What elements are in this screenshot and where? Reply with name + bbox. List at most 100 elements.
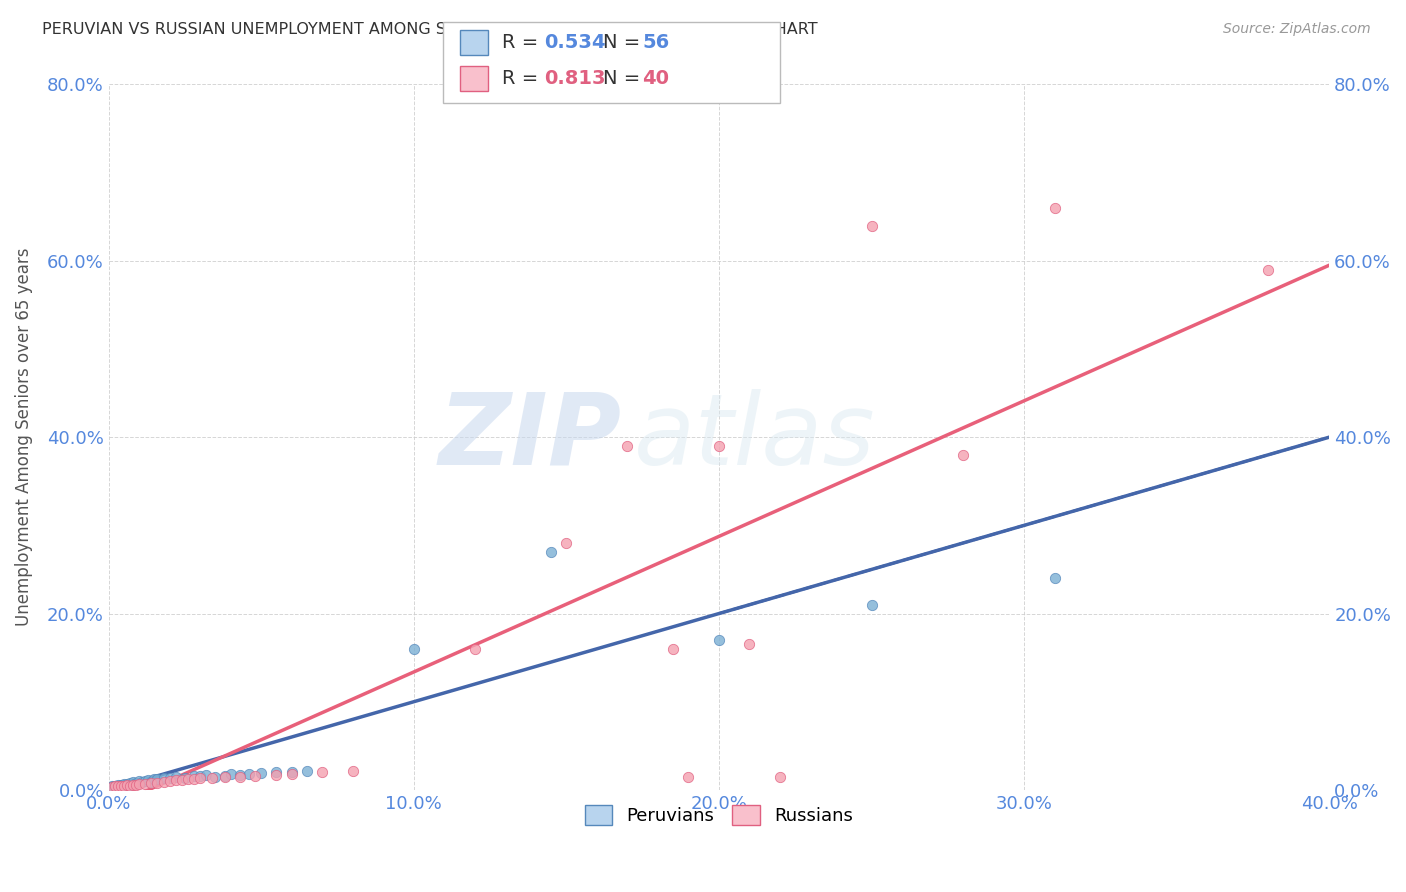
Point [112, 780, 135, 795]
Point [152, 775, 174, 789]
Point [115, 778, 138, 792]
Point [204, 770, 226, 784]
Point [112, 779, 135, 793]
Point [100, 780, 122, 795]
Text: ZIP: ZIP [439, 389, 621, 485]
Point [280, 765, 302, 780]
Text: N =: N = [603, 33, 647, 53]
Text: Source: ZipAtlas.com: Source: ZipAtlas.com [1223, 22, 1371, 37]
Point [952, 448, 974, 462]
Point [1257, 262, 1279, 277]
Point [118, 779, 141, 793]
Point [1043, 201, 1066, 215]
Text: PERUVIAN VS RUSSIAN UNEMPLOYMENT AMONG SENIORS OVER 65 YEARS CORRELATION CHART: PERUVIAN VS RUSSIAN UNEMPLOYMENT AMONG S… [42, 22, 818, 37]
Point [266, 768, 288, 782]
Point [201, 771, 224, 785]
Point [112, 780, 135, 794]
Point [229, 770, 252, 784]
Point [188, 769, 211, 783]
Point [125, 778, 148, 792]
Point [112, 779, 135, 793]
Point [141, 776, 163, 790]
Point [250, 766, 273, 780]
Point [125, 776, 148, 790]
Point [165, 773, 187, 788]
Point [214, 769, 236, 783]
Text: R =: R = [502, 69, 544, 88]
Point [118, 778, 141, 792]
Point [110, 778, 132, 792]
Point [104, 779, 127, 793]
Point [195, 768, 218, 782]
Point [100, 780, 122, 794]
Point [707, 439, 730, 453]
Y-axis label: Unemployment Among Seniors over 65 years: Unemployment Among Seniors over 65 years [15, 248, 32, 626]
Point [280, 767, 302, 781]
Point [174, 771, 197, 785]
Point [118, 776, 141, 790]
Text: atlas: atlas [634, 389, 875, 485]
Text: 56: 56 [643, 33, 669, 53]
Point [112, 778, 135, 792]
Point [131, 775, 153, 789]
Point [540, 545, 562, 559]
Point [707, 632, 730, 647]
Point [243, 769, 266, 783]
Point [159, 772, 181, 786]
Point [107, 780, 129, 795]
Point [159, 774, 181, 789]
Point [183, 772, 205, 787]
Point [769, 770, 792, 784]
Point [112, 777, 135, 791]
Point [122, 777, 145, 791]
Point [128, 777, 150, 791]
Point [170, 773, 193, 788]
Point [678, 770, 700, 784]
Point [107, 780, 129, 794]
Point [134, 774, 156, 789]
Point [122, 775, 145, 789]
Point [616, 439, 638, 453]
Point [110, 779, 132, 793]
Point [104, 780, 127, 794]
Point [122, 778, 145, 792]
Point [311, 765, 333, 780]
Point [738, 637, 761, 651]
Point [214, 770, 236, 784]
Point [402, 641, 425, 656]
Point [115, 778, 138, 792]
Point [860, 598, 883, 612]
Point [177, 772, 200, 787]
Text: 0.813: 0.813 [544, 69, 606, 88]
Point [141, 775, 163, 789]
Point [115, 777, 138, 791]
Point [146, 776, 169, 790]
Point [136, 773, 159, 788]
Point [146, 772, 169, 787]
Point [115, 779, 138, 793]
Point [188, 772, 211, 786]
Point [134, 777, 156, 791]
Point [555, 536, 578, 550]
Point [100, 780, 122, 795]
Point [165, 770, 187, 784]
Point [100, 780, 122, 795]
Text: 40: 40 [643, 69, 669, 88]
Legend: Peruvians, Russians: Peruvians, Russians [576, 796, 862, 834]
Point [1043, 571, 1066, 585]
Text: 0.534: 0.534 [544, 33, 606, 53]
Point [238, 767, 260, 781]
Point [110, 779, 132, 793]
Point [107, 780, 129, 794]
Point [266, 765, 288, 780]
Point [143, 772, 166, 787]
Point [342, 764, 364, 778]
Point [107, 779, 129, 793]
Point [464, 641, 486, 656]
Point [229, 768, 252, 782]
Text: N =: N = [603, 69, 647, 88]
Point [107, 778, 129, 792]
Point [107, 779, 129, 793]
Point [152, 772, 174, 786]
Point [662, 641, 685, 656]
